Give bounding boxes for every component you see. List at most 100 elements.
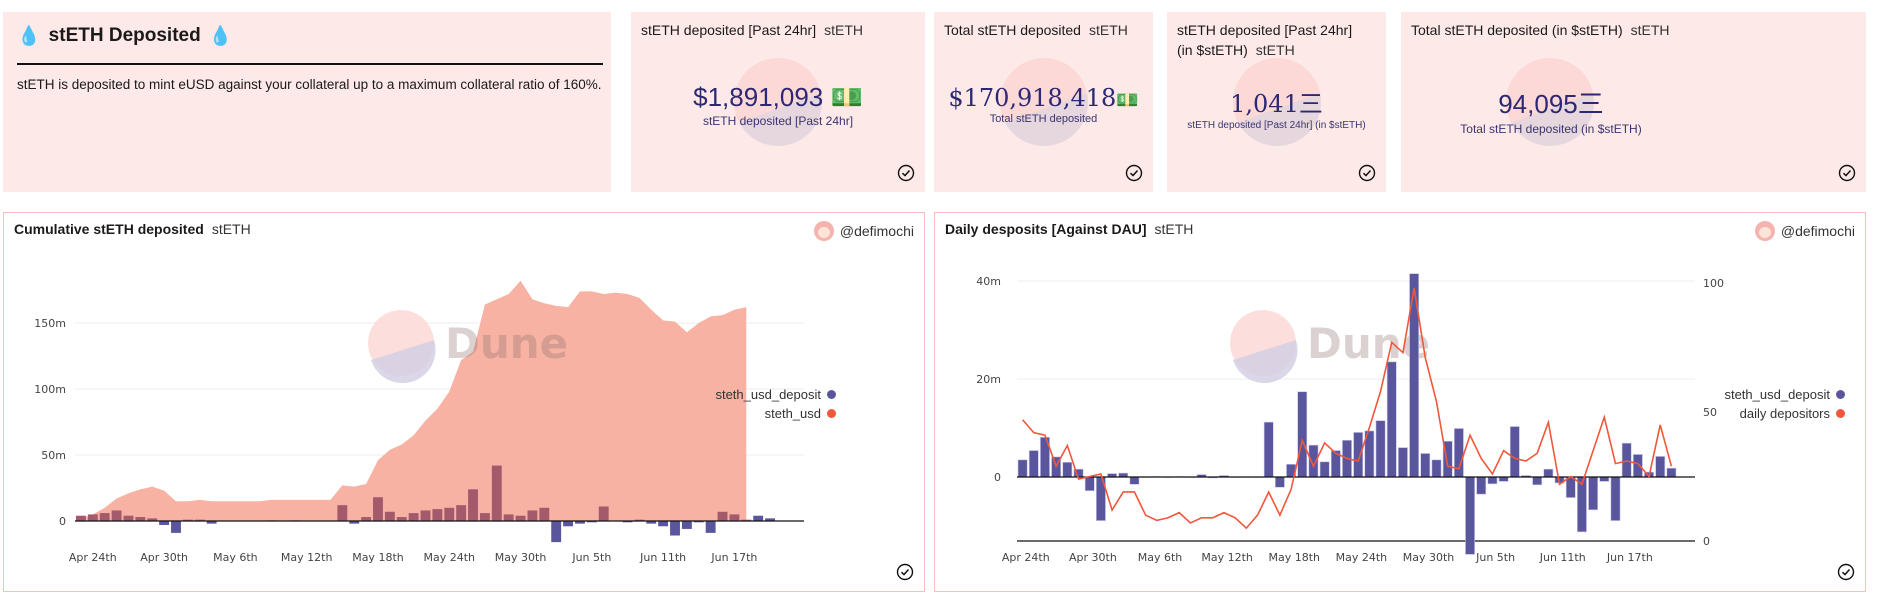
bar-steth-usd-deposit	[1655, 456, 1666, 478]
bar-steth-usd-deposit	[646, 521, 657, 524]
bar-steth-usd-deposit	[1632, 454, 1643, 478]
x-tick-label: Jun 11th	[1539, 551, 1586, 564]
x-tick-label: Jun 17th	[710, 551, 757, 564]
bar-steth-usd-deposit	[1319, 461, 1330, 478]
legend-label: daily depositors	[1739, 406, 1830, 421]
check-circle-icon[interactable]	[896, 563, 914, 581]
bar-steth-usd-deposit	[1129, 476, 1140, 485]
bar-steth-usd-deposit	[337, 505, 348, 521]
bar-steth-usd-deposit	[171, 521, 181, 533]
counter-value: 1,041	[1230, 90, 1299, 118]
check-circle-icon[interactable]	[1358, 164, 1376, 182]
bar-steth-usd-deposit	[87, 514, 98, 521]
check-circle-icon[interactable]	[1837, 563, 1855, 581]
bar-steth-usd-deposit	[1028, 450, 1039, 478]
counter-source: stETH	[1630, 22, 1670, 38]
chart-title: Cumulative stETH deposited	[14, 221, 204, 237]
x-tick-label: May 24th	[423, 551, 475, 564]
bar-steth-usd-deposit	[1420, 453, 1431, 478]
bar-steth-usd-deposit	[1543, 468, 1554, 478]
legend-label: steth_usd_deposit	[1724, 387, 1830, 402]
bar-steth-usd-deposit	[1498, 476, 1509, 482]
bar-steth-usd-deposit	[1375, 420, 1386, 478]
check-circle-icon[interactable]	[897, 164, 915, 182]
check-circle-icon[interactable]	[1125, 164, 1143, 182]
y-tick-label-right: 100	[1703, 277, 1724, 290]
y-tick-label: 100m	[34, 383, 66, 396]
bar-steth-usd-deposit	[717, 511, 728, 521]
cumulative-chart-panel: Cumulative stETH deposited stETH @defimoc…	[3, 212, 925, 592]
cumulative-chart: 0 50m 100m 150m Apr 24th Apr 30th May 6th May 1…	[34, 280, 804, 564]
counter-card-total-steth: Total stETH deposited (in $stETH) stETH 9…	[1401, 12, 1866, 192]
legend-dot	[827, 409, 836, 418]
bar-steth-usd-deposit	[1599, 476, 1610, 482]
x-tick-label: Apr 24th	[69, 551, 117, 564]
bar-steth-usd-deposit	[491, 465, 502, 521]
bar-steth-usd-deposit	[123, 515, 134, 521]
bar-steth-usd-deposit	[194, 519, 205, 521]
legend-item[interactable]: steth_usd_deposit	[715, 385, 836, 404]
check-circle-icon[interactable]	[1838, 164, 1856, 182]
x-tick-label: May 18th	[352, 551, 404, 564]
intro-description: stETH is deposited to mint eUSD against …	[17, 77, 602, 92]
legend-label: steth_usd_deposit	[715, 387, 821, 402]
author-link[interactable]: @defimochi	[813, 221, 914, 241]
bar-steth-usd-deposit	[1509, 426, 1520, 478]
legend-item[interactable]: steth_usd_deposit	[1724, 385, 1845, 404]
legend-dot	[1836, 409, 1845, 418]
author-link[interactable]: @defimochi	[1754, 221, 1855, 241]
counter-title: Total stETH deposited (in $stETH)	[1411, 22, 1623, 38]
counter-title: stETH deposited [Past 24hr] (in $stETH)	[1177, 22, 1353, 58]
bar-steth-usd-deposit	[515, 515, 526, 521]
eth-icon: 三	[1577, 89, 1604, 119]
bar-steth-usd-deposit	[634, 519, 645, 521]
avatar	[813, 221, 834, 241]
droplet-icon: 💧	[17, 26, 41, 47]
area-steth-usd	[80, 280, 747, 521]
bar-steth-usd-deposit	[1476, 476, 1487, 495]
bar-steth-usd-deposit	[598, 506, 609, 521]
counter-label: stETH deposited [Past 24hr] (in $stETH)	[1187, 120, 1366, 131]
x-tick-label: May 30th	[495, 551, 547, 564]
bar-steth-usd-deposit	[1017, 459, 1028, 478]
counter-source: stETH	[1088, 22, 1128, 38]
legend-label: steth_usd	[764, 406, 821, 421]
bar-steth-usd-deposit	[1577, 476, 1587, 533]
bar-steth-usd-deposit	[1263, 421, 1274, 478]
x-tick-label: Apr 30th	[140, 551, 188, 564]
bar-steth-usd-deposit	[551, 521, 562, 543]
y-tick-label: 50m	[41, 449, 66, 462]
x-tick-label: May 6th	[1138, 551, 1183, 564]
money-icon: 💵	[830, 82, 863, 112]
y-tick-label-right: 50	[1703, 406, 1717, 419]
y-tick-label-left: 0	[994, 471, 1001, 484]
bar-steth-usd-deposit	[575, 521, 585, 524]
bar-steth-usd-deposit	[539, 507, 550, 521]
legend-item[interactable]: steth_usd	[715, 404, 836, 423]
counter-source: stETH	[824, 22, 863, 38]
bar-steth-usd-deposit	[396, 517, 407, 521]
bar-steth-usd-deposit	[1588, 476, 1598, 511]
dune-logo-icon	[371, 340, 436, 384]
bar-steth-usd-deposit	[1353, 432, 1364, 478]
dune-logo-bubble	[1000, 58, 1088, 146]
bar-steth-usd-deposit	[1398, 447, 1408, 478]
bar-steth-usd-deposit	[503, 514, 514, 521]
y-tick-label: 0	[59, 515, 66, 528]
dune-logo-bubble	[1233, 58, 1321, 146]
x-tick-label: Jun 5th	[1475, 551, 1515, 564]
counter-card-total-usd: Total stETH deposited stETH $170,918,418💵…	[934, 12, 1153, 192]
daily-deposits-chart-panel: Daily desposits [Against DAU] stETH @defi…	[934, 212, 1866, 592]
bar-steth-usd-deposit	[1453, 428, 1464, 478]
bar-steth-usd-deposit	[670, 521, 680, 536]
legend-item[interactable]: daily depositors	[1724, 404, 1845, 423]
counter-value: 94,095	[1498, 89, 1578, 119]
legend-dot	[827, 390, 836, 399]
bar-steth-usd-deposit	[468, 489, 478, 521]
bar-steth-usd-deposit	[182, 519, 193, 521]
droplet-icon: 💧	[208, 26, 233, 47]
eth-icon: 三	[1298, 90, 1323, 118]
intro-title-text: stETH Deposited	[48, 25, 201, 46]
chart-source: stETH	[211, 221, 251, 237]
